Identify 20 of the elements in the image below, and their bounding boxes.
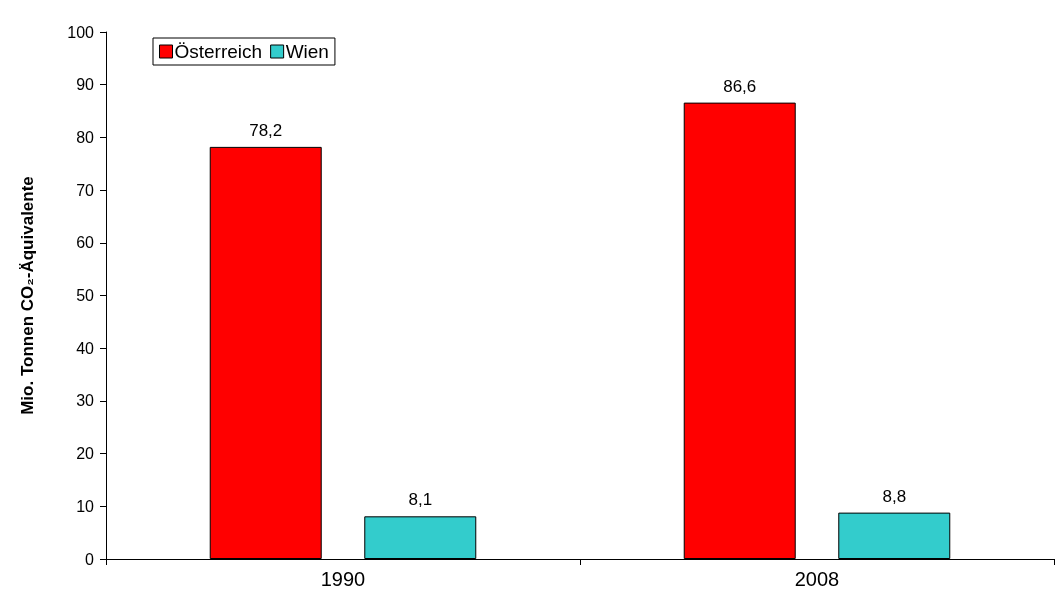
- data-label: 8,1: [408, 490, 433, 510]
- y-tick-label: 50: [76, 287, 95, 304]
- y-tick-label: 100: [67, 23, 95, 41]
- y-tick-label: 90: [76, 76, 95, 94]
- data-label: 78,2: [249, 120, 283, 140]
- legend-label: Österreich: [174, 41, 263, 62]
- y-tick-label: 30: [76, 392, 95, 410]
- y-tick-label: 70: [76, 181, 95, 199]
- data-label: 86,6: [723, 76, 757, 96]
- y-axis-title: Mio. Tonnen CO₂-Äquivalente: [18, 176, 37, 415]
- y-tick-label: 10: [76, 497, 95, 515]
- y-tick-label: 40: [76, 339, 95, 357]
- y-tick-label: 80: [76, 128, 95, 146]
- y-tick-label: 0: [85, 550, 95, 568]
- data-label: 8,8: [882, 486, 907, 506]
- x-tick-label: 2008: [794, 568, 840, 590]
- x-tick-label: 1990: [320, 568, 366, 590]
- y-tick-label: 20: [76, 445, 95, 463]
- legend-label: Wien: [285, 41, 329, 62]
- y-tick-label: 60: [76, 234, 95, 252]
